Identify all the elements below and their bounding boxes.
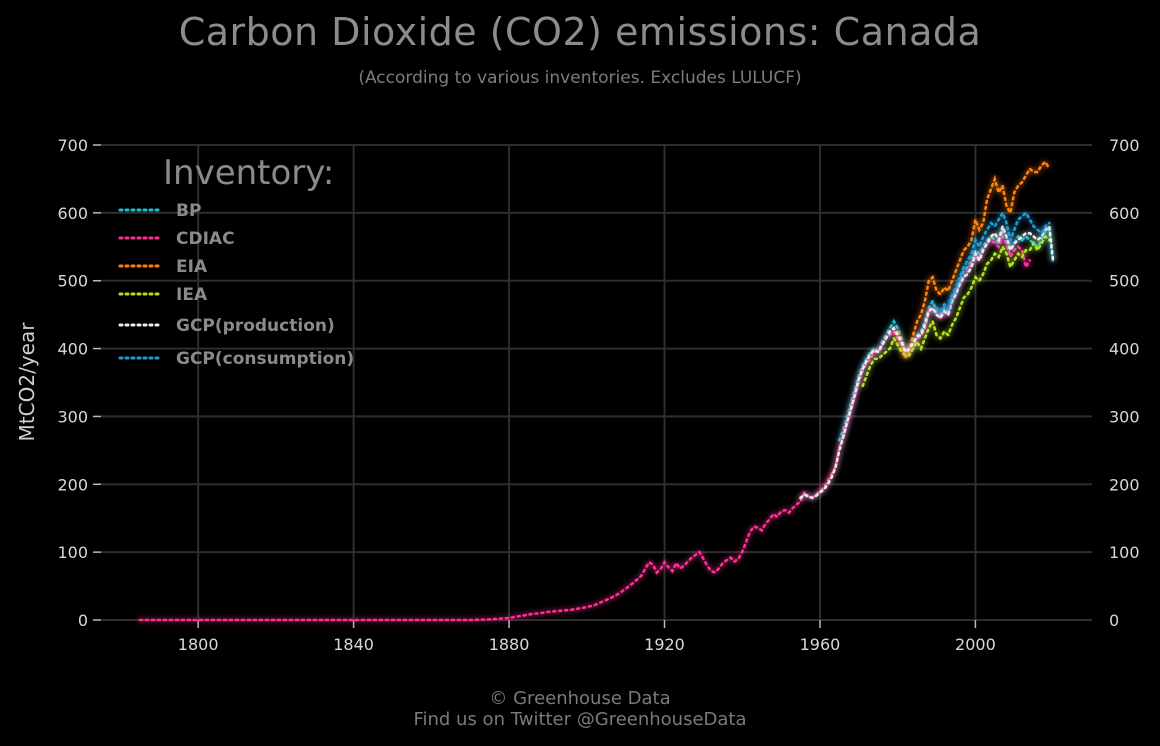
x-tick-label: 1920: [644, 635, 685, 654]
y-tick-label-right: 100: [1109, 543, 1140, 562]
x-tick-label: 1840: [333, 635, 374, 654]
legend-item-label: EIA: [176, 257, 208, 277]
footer-social: Find us on Twitter @GreenhouseData: [413, 709, 747, 730]
y-tick-label: 400: [57, 340, 88, 359]
legend-title: Inventory:: [163, 153, 334, 193]
series-line-eia: [896, 159, 1051, 364]
x-tick-label: 1880: [489, 635, 530, 654]
y-axis-label: MtCO2/year: [15, 322, 39, 442]
series-line-bp: [838, 226, 1055, 442]
axes: 0 0 100 100 200 200 300 300 400 400 500 500 600 600 70…: [57, 136, 1139, 654]
footer-credit: © Greenhouse Data: [489, 688, 671, 709]
y-tick-label: 500: [57, 272, 88, 291]
y-tick-label-right: 400: [1109, 340, 1140, 359]
y-tick-label-right: 300: [1109, 407, 1140, 426]
y-tick-label-right: 0: [1109, 611, 1119, 630]
series-line-gcp-production-: [799, 222, 1055, 500]
y-tick-label: 0: [78, 611, 88, 630]
legend: Inventory: BP CDIAC EIA IEA GCP(production) GC…: [118, 153, 354, 369]
legend-item-label: BP: [176, 201, 201, 221]
y-tick-label-right: 500: [1109, 272, 1140, 291]
y-tick-label: 700: [57, 136, 88, 155]
y-tick-label-right: 200: [1109, 475, 1140, 494]
y-tick-label: 100: [57, 543, 88, 562]
y-tick-label: 300: [57, 407, 88, 426]
series-layer: [138, 159, 1055, 622]
y-tick-label: 600: [57, 204, 88, 223]
series-line-cdiac: [138, 233, 1032, 622]
x-tick-label: 2000: [955, 635, 996, 654]
x-tick-label: 1960: [800, 635, 841, 654]
y-tick-label-right: 700: [1109, 136, 1140, 155]
y-tick-label: 200: [57, 475, 88, 494]
legend-item-label: CDIAC: [176, 229, 235, 249]
legend-item-label: GCP(consumption): [176, 349, 354, 369]
y-tick-label-right: 600: [1109, 204, 1140, 223]
chart-subtitle: (According to various inventories. Exclu…: [358, 68, 802, 88]
series-line-iea: [861, 234, 1051, 388]
grid: [101, 144, 1092, 621]
legend-item-label: IEA: [176, 285, 208, 305]
x-tick-label: 1800: [178, 635, 219, 654]
legend-item-label: GCP(production): [176, 316, 335, 336]
series-line-gcp-consumption-: [935, 209, 1051, 314]
chart-title: Carbon Dioxide (CO2) emissions: Canada: [178, 10, 982, 54]
